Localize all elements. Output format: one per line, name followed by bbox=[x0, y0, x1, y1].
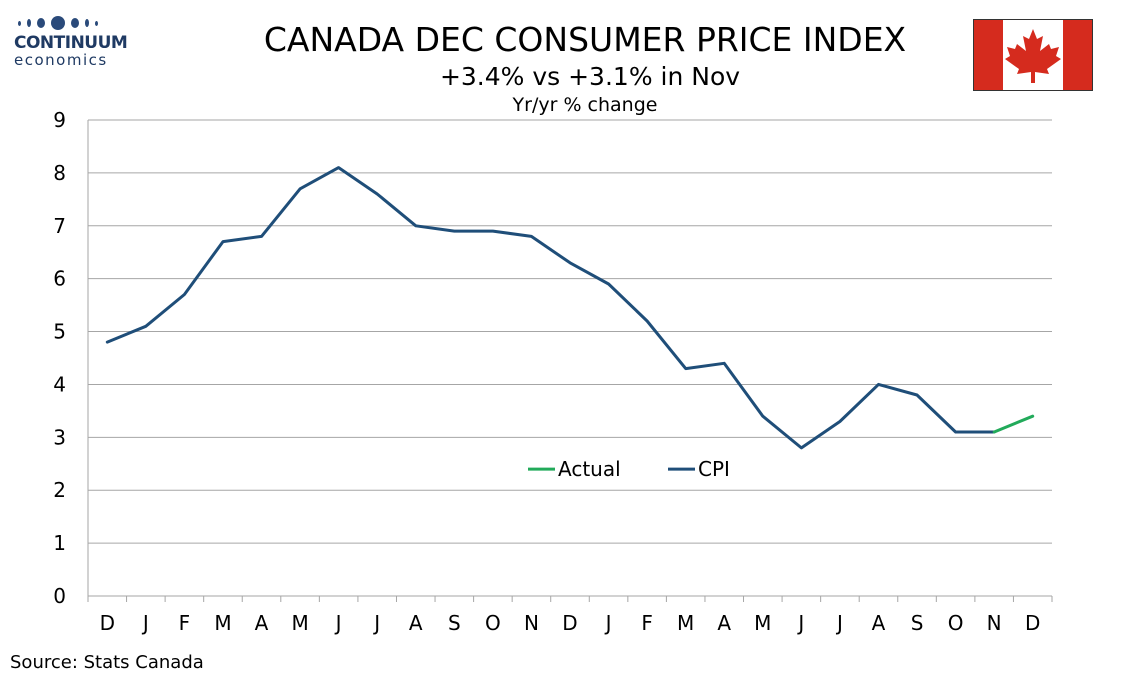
y-tick-label: 9 bbox=[53, 108, 66, 132]
axes bbox=[87, 120, 1053, 602]
x-tick-label: F bbox=[641, 611, 653, 635]
legend-label-cpi: CPI bbox=[698, 457, 730, 481]
x-tick-label: N bbox=[987, 611, 1002, 635]
chart-title: CANADA DEC CONSUMER PRICE INDEX bbox=[263, 20, 907, 59]
y-tick-label: 4 bbox=[53, 372, 66, 396]
y-tick-labels: 0 1 2 3 4 5 6 7 8 9 bbox=[53, 108, 66, 608]
x-tick-label: J bbox=[604, 611, 612, 635]
y-tick-label: 5 bbox=[53, 320, 66, 344]
x-tick-label: A bbox=[255, 611, 269, 635]
y-tick-label: 2 bbox=[53, 478, 66, 502]
y-tick-label: 1 bbox=[53, 531, 66, 555]
x-tick-label: M bbox=[291, 611, 308, 635]
x-tick-label: O bbox=[485, 611, 501, 635]
x-tick-label: D bbox=[1025, 611, 1040, 635]
y-tick-label: 3 bbox=[53, 425, 66, 449]
x-tick-label: M bbox=[214, 611, 231, 635]
x-tick-label: D bbox=[562, 611, 577, 635]
x-tick-label: A bbox=[872, 611, 886, 635]
grid-lines bbox=[88, 119, 1052, 544]
x-tick-label: J bbox=[835, 611, 843, 635]
y-tick-label: 8 bbox=[53, 161, 66, 185]
x-tick-label: M bbox=[754, 611, 771, 635]
legend: Actual CPI bbox=[528, 457, 730, 481]
x-tick-label: F bbox=[179, 611, 191, 635]
y-tick-label: 0 bbox=[53, 584, 66, 608]
series-lines bbox=[105, 166, 1035, 450]
canada-flag-icon bbox=[973, 19, 1093, 91]
y-tick-label: 7 bbox=[53, 214, 66, 238]
x-tick-label: J bbox=[334, 611, 342, 635]
chart-unit-label: Yr/yr % change bbox=[512, 94, 658, 116]
series-line-actual bbox=[992, 414, 1035, 434]
x-tick-label: A bbox=[409, 611, 423, 635]
x-tick-label: N bbox=[524, 611, 539, 635]
x-tick-label: M bbox=[677, 611, 694, 635]
legend-label-actual: Actual bbox=[558, 457, 621, 481]
x-tick-label: D bbox=[100, 611, 115, 635]
x-tick-label: O bbox=[948, 611, 964, 635]
x-tick-label: J bbox=[141, 611, 149, 635]
logo-dots-icon bbox=[18, 14, 134, 32]
logo-name: CONTINUUM bbox=[14, 33, 128, 53]
source-note: Source: Stats Canada bbox=[10, 652, 204, 673]
chart-subtitle: +3.4% vs +3.1% in Nov bbox=[439, 62, 741, 91]
x-tick-label: J bbox=[796, 611, 804, 635]
series-line-cpi bbox=[105, 166, 996, 450]
y-tick-label: 6 bbox=[53, 267, 66, 291]
x-tick-label: S bbox=[911, 611, 924, 635]
x-tick-label: A bbox=[717, 611, 731, 635]
x-tick-label: J bbox=[372, 611, 380, 635]
logo-tagline: economics bbox=[14, 51, 108, 69]
continuum-logo: CONTINUUM economics bbox=[14, 14, 134, 68]
x-tick-label: S bbox=[448, 611, 461, 635]
